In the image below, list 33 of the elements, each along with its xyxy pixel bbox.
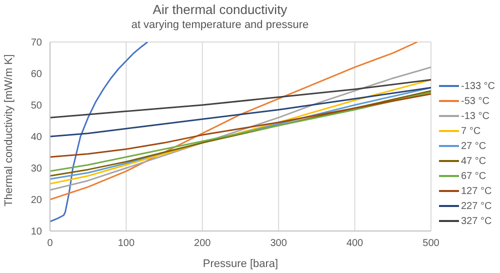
legend-label: 227 °C — [460, 200, 492, 212]
y-tick-label: 20 — [30, 195, 42, 206]
line-series — [50, 93, 431, 158]
legend-label: -13 °C — [460, 110, 490, 122]
chart-subtitle: at varying temperature and pressure — [130, 19, 310, 31]
legend-label: 47 °C — [460, 156, 486, 166]
y-tick-label: 50 — [30, 100, 42, 112]
x-axis-title: Pressure [bara] — [202, 258, 278, 270]
legend-label: 7 °C — [460, 126, 481, 136]
line-series — [50, 86, 431, 138]
legend-label: -53 °C — [460, 96, 490, 106]
legend-label: 127 °C — [460, 186, 492, 196]
y-axis-title: Thermal conductivity [mW/m K] — [2, 54, 15, 206]
line-series — [50, 42, 148, 222]
x-tick-label: 100 — [118, 238, 135, 250]
line-series — [50, 66, 431, 191]
x-tick-label: 400 — [346, 238, 364, 250]
legend-label: 27 °C — [460, 140, 486, 152]
y-tick-label: 30 — [30, 164, 42, 175]
line-series — [50, 79, 431, 118]
x-tick-label: 200 — [194, 238, 212, 250]
legend-label: 67 °C — [460, 170, 486, 182]
x-tick-label: 500 — [422, 238, 440, 250]
line-series — [50, 42, 418, 200]
x-tick-label: 300 — [270, 238, 288, 250]
chart-title: Air thermal conductivity — [152, 2, 288, 17]
y-tick-label: 10 — [30, 226, 42, 238]
x-tick-label: 0 — [47, 238, 54, 250]
legend-label: -133 °C — [460, 80, 495, 92]
y-tick-label: 70 — [30, 38, 42, 49]
legend-label: 327 °C — [460, 216, 492, 226]
y-tick-label: 60 — [30, 69, 42, 80]
y-tick-label: 40 — [30, 132, 42, 144]
